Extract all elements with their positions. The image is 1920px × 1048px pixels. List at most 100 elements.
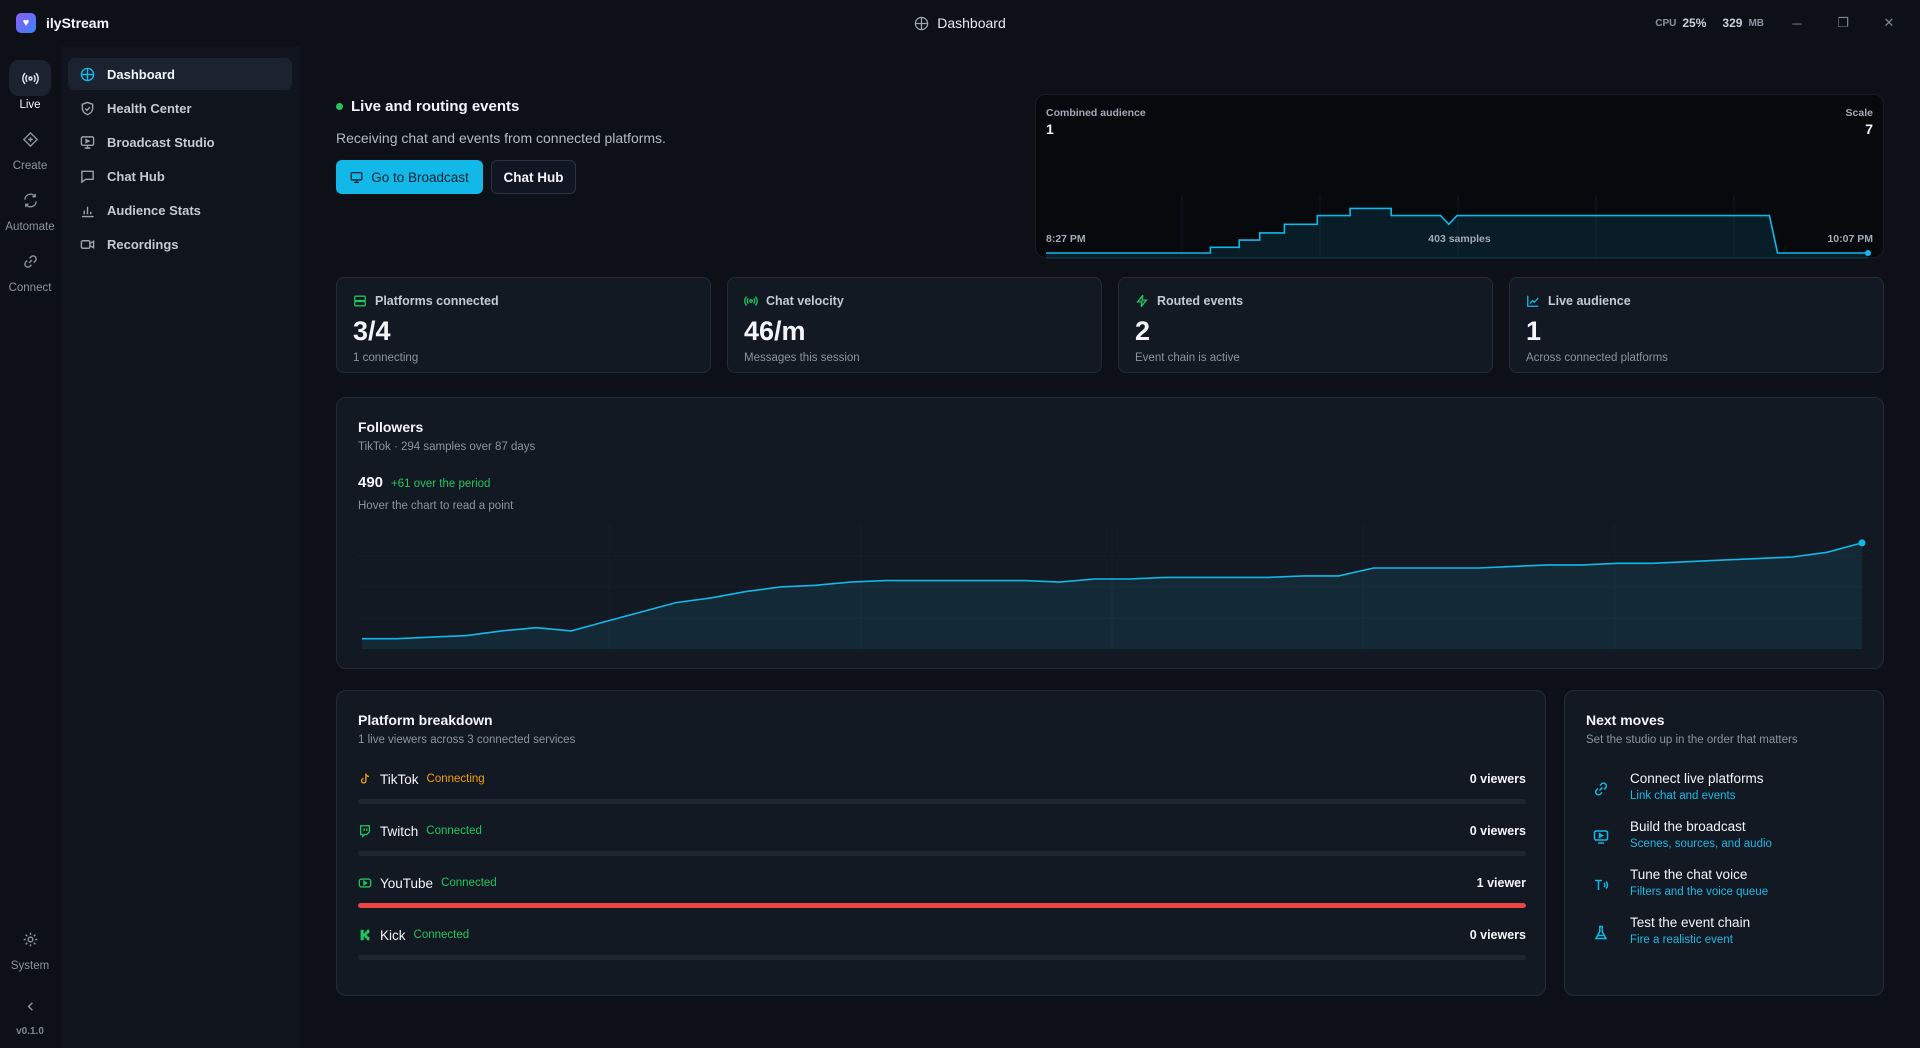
- followers-hint: Hover the chart to read a point: [358, 500, 514, 512]
- platform-share-bar: [358, 799, 1526, 804]
- hero-title: Live and routing events: [351, 98, 520, 115]
- stat-label: Routed events: [1157, 294, 1244, 308]
- platform-share-bar: [358, 955, 1526, 960]
- tiktok-icon: [358, 772, 372, 786]
- twitch-icon: [358, 824, 372, 838]
- chat-hub-button[interactable]: Chat Hub: [491, 160, 576, 194]
- platform-name: Twitch: [380, 823, 419, 839]
- title-bar: ♥ ilyStream: [0, 0, 1920, 46]
- broadcast-icon: [744, 296, 758, 306]
- hero-subtitle: Receiving chat and events from connected…: [336, 130, 666, 146]
- next-move-link[interactable]: Fire a realistic event: [1630, 934, 1733, 946]
- flask-icon: [1586, 915, 1616, 951]
- next-move-build-broadcast[interactable]: Build the broadcast Scenes, sources, and…: [1586, 819, 1772, 855]
- automate-refresh-icon: [9, 182, 51, 218]
- memory-value: 329: [1722, 16, 1743, 30]
- platform-row-twitch: Twitch Connected 0 viewers: [358, 821, 1526, 856]
- followers-value: 490: [358, 474, 384, 491]
- next-move-tune-chat-voice[interactable]: Tune the chat voice Filters and the voic…: [1586, 867, 1768, 903]
- video-icon: [80, 239, 95, 249]
- rail-item-system[interactable]: System: [0, 921, 60, 972]
- stat-value: 2: [1135, 316, 1151, 346]
- rail-item-create[interactable]: Create: [0, 121, 60, 172]
- followers-title: Followers: [358, 419, 424, 435]
- create-diamond-icon: [9, 121, 51, 157]
- bar-chart-icon: [81, 206, 94, 217]
- followers-delta: +61 over the period: [391, 478, 491, 490]
- platform-row-kick: Kick Connected 0 viewers: [358, 925, 1526, 960]
- link-icon: [9, 243, 51, 279]
- nav-item-broadcast-studio[interactable]: Broadcast Studio: [68, 126, 292, 158]
- next-move-connect-platforms[interactable]: Connect live platforms Link chat and eve…: [1586, 771, 1764, 807]
- live-status-heading: Live and routing events: [336, 98, 519, 115]
- shield-icon: [81, 101, 94, 115]
- next-move-title: Tune the chat voice: [1630, 867, 1748, 882]
- next-move-link[interactable]: Link chat and events: [1630, 790, 1736, 802]
- followers-chart[interactable]: [358, 525, 1866, 649]
- stat-caption: Messages this session: [744, 352, 860, 364]
- audience-label: Combined audience: [1046, 107, 1146, 119]
- stat-caption: Event chain is active: [1135, 352, 1240, 364]
- nav-item-chat-hub[interactable]: Chat Hub: [68, 160, 292, 192]
- app-version: v0.1.0: [16, 1026, 44, 1037]
- platform-status: Connected: [441, 877, 497, 889]
- followers-summary: 490 +61 over the period: [358, 474, 490, 491]
- rail-label-live: Live: [19, 99, 41, 111]
- next-move-link[interactable]: Filters and the voice queue: [1630, 886, 1769, 898]
- gear-icon: [9, 921, 51, 957]
- next-move-test-event-chain[interactable]: Test the event chain Fire a realistic ev…: [1586, 915, 1750, 951]
- rail-label-create: Create: [12, 160, 48, 172]
- nav-label: Audience Stats: [107, 202, 201, 218]
- rail-item-live[interactable]: Live: [0, 60, 60, 111]
- link-icon: [1586, 771, 1616, 807]
- chevron-left-icon: [9, 988, 51, 1024]
- nav-item-recordings[interactable]: Recordings: [68, 228, 292, 260]
- collapse-sidebar-button[interactable]: [0, 988, 60, 1024]
- restore-icon[interactable]: ❐: [1837, 15, 1849, 30]
- platform-viewers: 0 viewers: [1469, 824, 1526, 838]
- nav-item-audience-stats[interactable]: Audience Stats: [68, 194, 292, 226]
- rail-item-connect[interactable]: Connect: [0, 243, 60, 294]
- lightning-icon: [1136, 294, 1148, 308]
- cpu-label: CPU: [1655, 17, 1677, 29]
- nav-label: Chat Hub: [107, 168, 165, 184]
- nav-label: Broadcast Studio: [107, 134, 215, 150]
- live-broadcast-icon: [9, 60, 51, 96]
- platform-breakdown-panel: Platform breakdown 1 live viewers across…: [336, 690, 1546, 996]
- followers-panel: Followers TikTok · 294 samples over 87 d…: [336, 397, 1884, 669]
- next-move-link[interactable]: Scenes, sources, and audio: [1630, 838, 1772, 850]
- go-to-broadcast-button[interactable]: Go to Broadcast: [336, 160, 483, 194]
- youtube-icon: [358, 876, 372, 890]
- chat-icon: [81, 170, 94, 184]
- live-status-dot: [336, 103, 343, 110]
- platform-name: YouTube: [380, 875, 434, 891]
- close-icon[interactable]: ✕: [1883, 15, 1895, 30]
- platform-status: Connected: [426, 825, 482, 837]
- nav-label: Recordings: [107, 236, 179, 252]
- next-moves-subtitle: Set the studio up in the order that matt…: [1586, 734, 1798, 746]
- scale-label: Scale: [1845, 107, 1873, 119]
- stat-caption: 1 connecting: [353, 352, 419, 364]
- audience-x-end: 10:07 PM: [1827, 233, 1873, 245]
- platform-breakdown-title: Platform breakdown: [358, 712, 493, 728]
- monitor-play-icon: [1586, 819, 1616, 855]
- stat-platforms-connected: Platforms connected 3/4 1 connecting: [336, 277, 711, 373]
- kick-icon: [358, 928, 372, 942]
- combined-audience-card: Combined audience 1 Scale 7 8:27 PM 403 …: [1035, 94, 1884, 259]
- minimize-icon[interactable]: ─: [1792, 15, 1802, 31]
- rail-item-automate[interactable]: Automate: [0, 182, 60, 233]
- stat-live-audience: Live audience 1 Across connected platfor…: [1509, 277, 1884, 373]
- icon-rail: Live Create Automate Connect System: [0, 46, 60, 1048]
- server-icon: [354, 295, 366, 307]
- stat-label: Live audience: [1548, 294, 1631, 308]
- platform-viewers: 0 viewers: [1469, 928, 1526, 942]
- audience-area: [1046, 208, 1868, 259]
- stat-head: Chat velocity: [744, 294, 844, 308]
- nav-label: Dashboard: [107, 66, 175, 82]
- stat-chat-velocity: Chat velocity 46/m Messages this session: [727, 277, 1102, 373]
- nav-item-dashboard[interactable]: Dashboard: [68, 58, 292, 90]
- combined-audience-chart[interactable]: [1044, 195, 1872, 259]
- followers-last-point: [1858, 539, 1866, 547]
- platform-share-bar: [358, 851, 1526, 856]
- nav-item-health-center[interactable]: Health Center: [68, 92, 292, 124]
